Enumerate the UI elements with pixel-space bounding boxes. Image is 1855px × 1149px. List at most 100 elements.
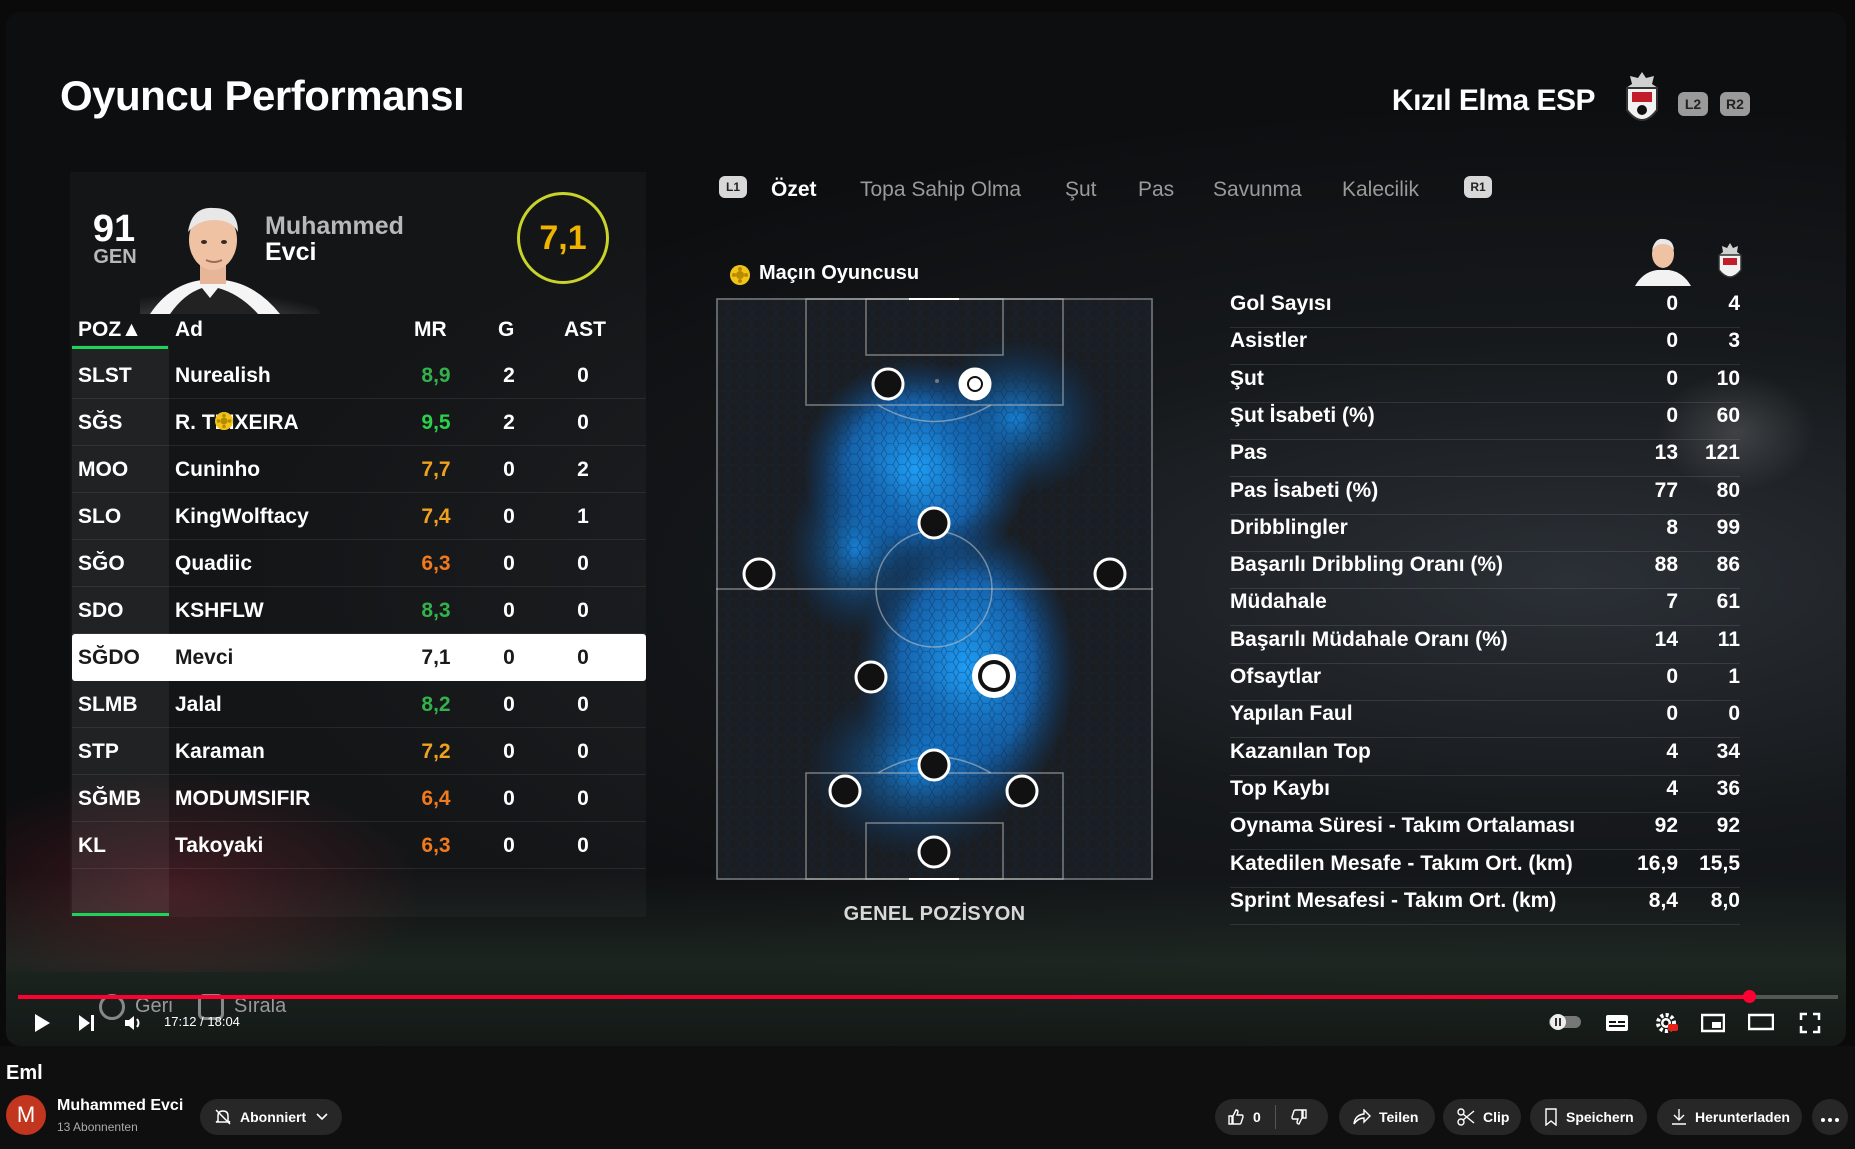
row-assists: 0 bbox=[577, 364, 589, 387]
stat-player-value: 14 bbox=[1654, 627, 1678, 651]
stat-label: Başarılı Müdahale Oranı (%) bbox=[1230, 627, 1508, 651]
col-header-position[interactable]: POZ▲ bbox=[78, 318, 142, 341]
stat-row: Müdahale 7 61 bbox=[1230, 588, 1740, 627]
settings-gear-icon[interactable] bbox=[1654, 1011, 1678, 1040]
like-icon[interactable] bbox=[1227, 1108, 1245, 1126]
row-goals: 0 bbox=[503, 693, 515, 716]
stat-team-value: 8,0 bbox=[1710, 888, 1740, 912]
stat-label: Top Kaybı bbox=[1230, 776, 1330, 800]
row-name: Mevci bbox=[175, 646, 234, 669]
clip-button[interactable]: Clip bbox=[1443, 1099, 1521, 1135]
row-rating: 8,2 bbox=[421, 693, 451, 716]
heatmap-pitch bbox=[716, 296, 1153, 882]
row-name: Quadiic bbox=[175, 552, 253, 575]
tab-savunma[interactable]: Savunma bbox=[1213, 178, 1302, 201]
motm-icon bbox=[214, 411, 234, 431]
progress-scrubber[interactable] bbox=[1742, 990, 1756, 1003]
row-rating: 7,4 bbox=[421, 505, 451, 528]
row-rating: 8,3 bbox=[421, 599, 451, 622]
next-icon[interactable] bbox=[76, 1013, 96, 1038]
tab-kalecilik[interactable]: Kalecilik bbox=[1342, 178, 1420, 201]
col-header-goals[interactable]: G bbox=[498, 318, 515, 341]
tab-sut[interactable]: Şut bbox=[1065, 178, 1097, 201]
player-first-name: Muhammed bbox=[265, 212, 404, 240]
stat-label: Pas İsabeti (%) bbox=[1230, 478, 1379, 502]
row-assists: 0 bbox=[577, 646, 589, 669]
save-button[interactable]: Speichern bbox=[1530, 1099, 1647, 1135]
stat-label: Müdahale bbox=[1230, 590, 1327, 614]
dislike-icon[interactable] bbox=[1290, 1108, 1308, 1126]
more-actions-button[interactable] bbox=[1812, 1099, 1848, 1135]
row-name: Jalal bbox=[175, 693, 222, 716]
divider bbox=[1274, 1105, 1276, 1129]
autoplay-toggle-icon[interactable] bbox=[1548, 1013, 1582, 1036]
channel-name[interactable]: Muhammed Evci bbox=[57, 1097, 184, 1114]
row-name: MODUMSIFIR bbox=[175, 787, 311, 810]
stat-player-value: 8 bbox=[1666, 515, 1678, 539]
row-position: SĞDO bbox=[78, 646, 140, 669]
stat-row: Gol Sayısı 0 4 bbox=[1230, 290, 1740, 328]
row-goals: 0 bbox=[503, 552, 515, 575]
row-rating: 8,9 bbox=[421, 364, 451, 387]
stat-player-value: 4 bbox=[1666, 776, 1678, 800]
row-goals: 2 bbox=[503, 364, 515, 387]
row-goals: 0 bbox=[503, 458, 515, 481]
miniplayer-icon[interactable] bbox=[1700, 1013, 1726, 1038]
play-icon[interactable] bbox=[30, 1012, 52, 1039]
row-name: R. TEIXEIRA bbox=[175, 411, 299, 434]
col-header-rating[interactable]: MR bbox=[414, 318, 447, 341]
row-goals: 2 bbox=[503, 411, 515, 434]
table-row[interactable]: SLO KingWolftacy 7,4 0 1 bbox=[72, 493, 646, 540]
overall-rating: 91 bbox=[92, 208, 136, 250]
stat-row: Yapılan Faul 0 0 bbox=[1230, 700, 1740, 739]
tab-ozet[interactable]: Özet bbox=[771, 178, 817, 201]
stat-team-value: 4 bbox=[1728, 292, 1740, 315]
table-row[interactable]: SLST Nurealish 8,9 2 0 bbox=[72, 352, 646, 399]
stat-player-value: 0 bbox=[1666, 403, 1678, 427]
stat-player-value: 13 bbox=[1654, 441, 1678, 465]
table-row[interactable]: SĞMB MODUMSIFIR 6,4 0 0 bbox=[72, 775, 646, 822]
stat-player-value: 88 bbox=[1654, 553, 1678, 577]
table-row[interactable]: SDO KSHFLW 8,3 0 0 bbox=[72, 587, 646, 634]
download-button[interactable]: Herunterladen bbox=[1657, 1099, 1802, 1135]
table-row[interactable]: MOO Cuninho 7,7 0 2 bbox=[72, 446, 646, 493]
stat-row: Başarılı Dribbling Oranı (%) 88 86 bbox=[1230, 551, 1740, 590]
row-assists: 0 bbox=[577, 834, 589, 857]
col-header-assists[interactable]: AST bbox=[564, 318, 606, 341]
table-row[interactable]: SĞO Quadiic 6,3 0 0 bbox=[72, 540, 646, 587]
table-row[interactable]: SĞDO Mevci 7,1 0 0 bbox=[72, 634, 646, 681]
subscribe-button[interactable]: Abonniert bbox=[200, 1099, 342, 1135]
row-position: SĞO bbox=[78, 552, 125, 575]
team-crest-small-icon bbox=[1716, 242, 1744, 284]
chevron-down-icon bbox=[316, 1113, 328, 1121]
row-rating: 7,7 bbox=[421, 458, 451, 481]
channel-avatar[interactable]: M bbox=[6, 1095, 46, 1135]
share-label: Teilen bbox=[1379, 1109, 1419, 1125]
share-button[interactable]: Teilen bbox=[1339, 1099, 1435, 1135]
pitch-caption: GENEL POZİSYON bbox=[843, 903, 1026, 925]
stat-label: Şut İsabeti (%) bbox=[1230, 403, 1375, 427]
table-row[interactable]: SĞS R. TEIXEIRA 9,5 2 0 bbox=[72, 399, 646, 446]
stadium-background-glow bbox=[6, 772, 426, 972]
volume-icon[interactable] bbox=[123, 1014, 143, 1037]
table-row[interactable]: SLMB Jalal 8,2 0 0 bbox=[72, 681, 646, 728]
stat-team-value: 10 bbox=[1716, 366, 1740, 390]
stat-label: Kazanılan Top bbox=[1230, 739, 1371, 763]
fullscreen-icon[interactable] bbox=[1799, 1012, 1821, 1039]
sort-indicator bbox=[72, 346, 168, 349]
theater-mode-icon[interactable] bbox=[1747, 1013, 1775, 1036]
stat-player-value: 7 bbox=[1666, 590, 1678, 614]
table-row[interactable]: KL Takoyaki 6,3 0 0 bbox=[72, 822, 646, 869]
video-player[interactable]: Oyuncu Performansı Kızıl Elma ESP L2 R2 … bbox=[0, 0, 1855, 1046]
stat-player-value: 0 bbox=[1666, 665, 1678, 688]
stat-team-value: 80 bbox=[1716, 478, 1740, 502]
row-assists: 0 bbox=[577, 693, 589, 716]
row-position: KL bbox=[78, 834, 106, 857]
subtitles-icon[interactable] bbox=[1605, 1013, 1629, 1038]
stat-player-value: 92 bbox=[1654, 814, 1678, 838]
col-header-name[interactable]: Ad bbox=[175, 318, 203, 341]
tab-topa-sahip-olma[interactable]: Topa Sahip Olma bbox=[860, 178, 1022, 201]
table-row[interactable]: STP Karaman 7,2 0 0 bbox=[72, 728, 646, 775]
tab-pas[interactable]: Pas bbox=[1138, 178, 1175, 201]
stat-player-value: 0 bbox=[1666, 702, 1678, 726]
